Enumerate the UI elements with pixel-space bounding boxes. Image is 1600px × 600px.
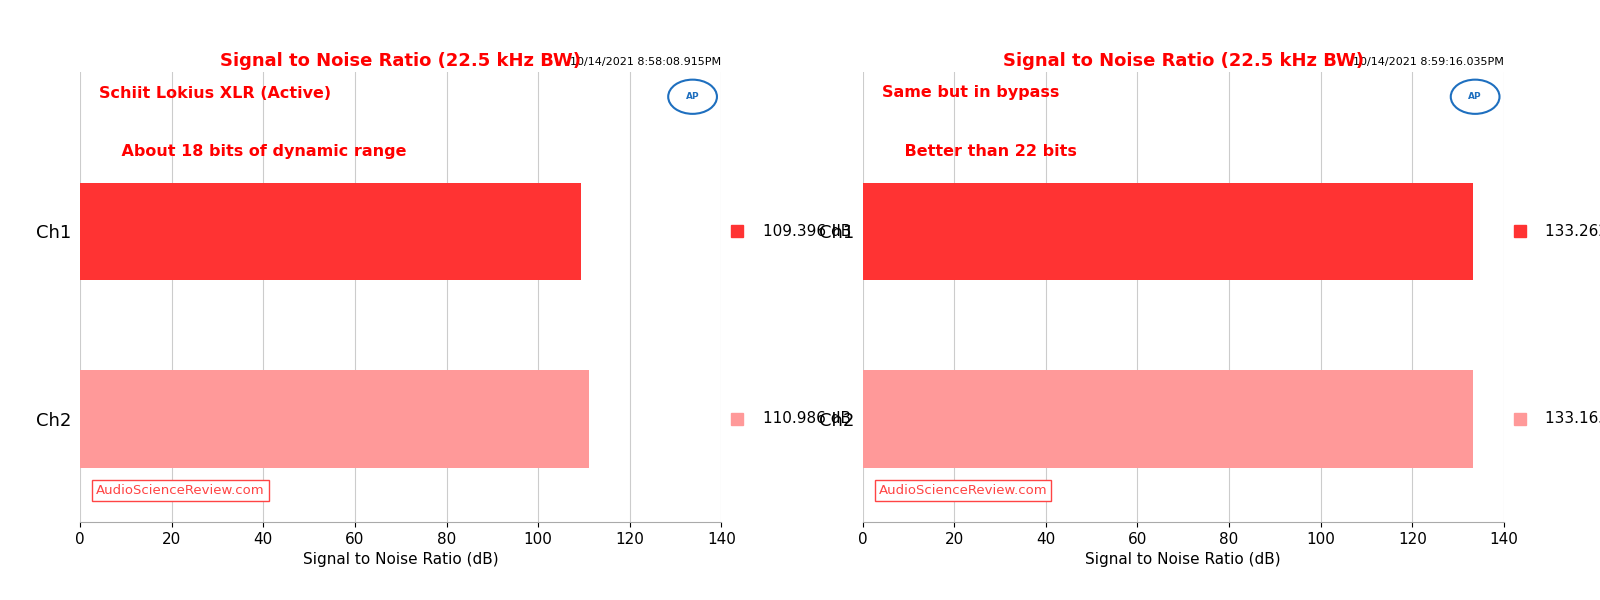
Text: About 18 bits of dynamic range: About 18 bits of dynamic range <box>99 144 406 159</box>
Bar <box>862 370 1472 467</box>
Text: AP: AP <box>686 92 699 101</box>
Text: 10/14/2021 8:58:08.915PM: 10/14/2021 8:58:08.915PM <box>570 56 722 67</box>
Text: AP: AP <box>1469 92 1482 101</box>
Title: Signal to Noise Ratio (22.5 kHz BW): Signal to Noise Ratio (22.5 kHz BW) <box>1003 52 1363 70</box>
Bar <box>862 182 1474 280</box>
Text: 109.396 dB: 109.396 dB <box>763 224 851 239</box>
Bar <box>80 182 581 280</box>
X-axis label: Signal to Noise Ratio (dB): Signal to Noise Ratio (dB) <box>302 552 499 567</box>
Text: 10/14/2021 8:59:16.035PM: 10/14/2021 8:59:16.035PM <box>1354 56 1504 67</box>
Text: Same but in bypass: Same but in bypass <box>882 85 1059 100</box>
X-axis label: Signal to Noise Ratio (dB): Signal to Noise Ratio (dB) <box>1085 552 1282 567</box>
Text: AudioScienceReview.com: AudioScienceReview.com <box>878 484 1048 497</box>
Text: Schiit Lokius XLR (Active): Schiit Lokius XLR (Active) <box>99 85 331 100</box>
Bar <box>80 370 589 467</box>
Title: Signal to Noise Ratio (22.5 kHz BW): Signal to Noise Ratio (22.5 kHz BW) <box>221 52 581 70</box>
Text: 133.262 dB: 133.262 dB <box>1546 224 1600 239</box>
Text: Better than 22 bits: Better than 22 bits <box>882 144 1077 159</box>
Text: 133.165 dB: 133.165 dB <box>1546 412 1600 427</box>
Text: AudioScienceReview.com: AudioScienceReview.com <box>96 484 264 497</box>
Text: 110.986 dB: 110.986 dB <box>763 412 851 427</box>
